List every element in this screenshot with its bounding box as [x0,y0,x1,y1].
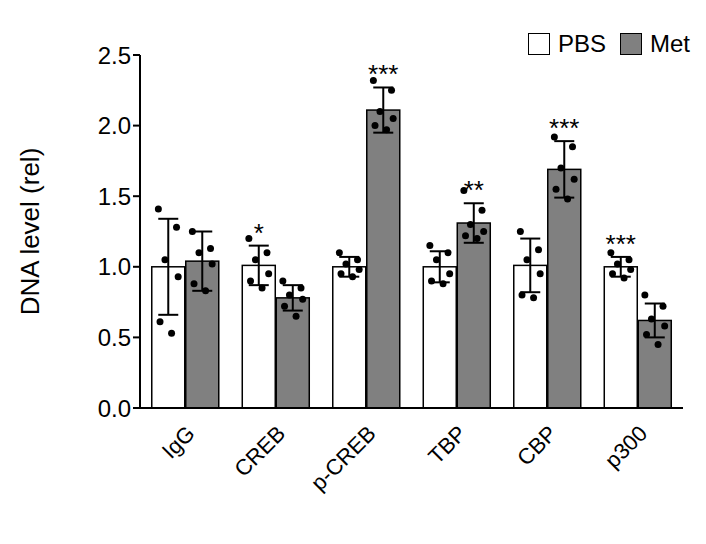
html-text:Met: Met [650,30,690,57]
svg-text:***: *** [549,113,579,143]
svg-text:0.5: 0.5 [98,324,131,351]
svg-text:***: *** [606,229,636,259]
html-text:PBS: PBS [558,30,606,57]
svg-text:DNA level (rel): DNA level (rel) [15,148,45,316]
svg-text:IgG: IgG [157,421,200,464]
svg-text:2.5: 2.5 [98,42,131,69]
svg-text:p-CREB: p-CREB [306,421,381,496]
svg-text:2.0: 2.0 [98,112,131,139]
svg-text:CBP: CBP [512,421,562,471]
svg-text:**: ** [464,175,484,205]
svg-text:*: * [254,218,264,248]
svg-text:1.0: 1.0 [98,253,131,280]
svg-text:p300: p300 [600,421,652,473]
svg-text:***: *** [368,59,398,89]
svg-text:1.5: 1.5 [98,183,131,210]
svg-text:TBP: TBP [423,421,471,469]
svg-text:0.0: 0.0 [98,395,131,422]
svg-text:CREB: CREB [229,421,290,482]
